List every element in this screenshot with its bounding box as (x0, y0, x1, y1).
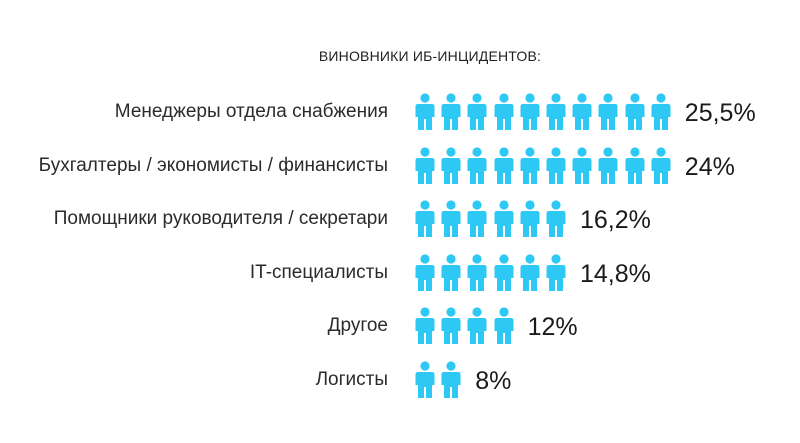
person-icon (546, 253, 566, 297)
person-icon (520, 93, 540, 136)
person-icon (572, 93, 592, 136)
person-icon (441, 307, 461, 350)
person-icon (546, 93, 566, 136)
person-icon (441, 360, 461, 404)
value-label: 24% (684, 152, 735, 181)
value-label: 12% (527, 313, 578, 341)
person-icon (467, 93, 487, 136)
person-icon (494, 253, 514, 297)
chart-row: Другое 12% (0, 307, 800, 351)
person-icon (415, 93, 435, 136)
person-icon (625, 146, 645, 190)
person-icon (494, 200, 514, 243)
person-icon (651, 93, 671, 136)
category-label: IT-специалисты (249, 261, 388, 283)
value-label: 8% (475, 366, 512, 395)
person-icon (415, 360, 435, 404)
person-icon (598, 146, 618, 190)
person-icon (441, 146, 461, 190)
person-icon (415, 146, 435, 190)
category-label: Логисты (315, 368, 388, 390)
person-icon (467, 146, 487, 190)
person-icon (494, 307, 514, 350)
chart-row: IT-специалисты 14,8% (0, 253, 800, 298)
person-icon (415, 307, 435, 350)
value-label: 14,8% (580, 259, 651, 288)
person-icon (415, 200, 435, 243)
person-icon (467, 307, 487, 350)
person-icon (625, 93, 645, 136)
person-icon (441, 253, 461, 297)
person-icon (520, 200, 540, 243)
value-label: 25,5% (684, 99, 756, 127)
person-icon (441, 93, 461, 136)
category-label: Бухгалтеры / экономисты / финансисты (38, 154, 388, 176)
person-icon (494, 146, 514, 190)
person-icon (598, 93, 618, 136)
category-label: Помощники руководителя / секретари (53, 208, 388, 229)
person-icon (520, 146, 540, 190)
person-icon (572, 146, 592, 190)
person-icon (494, 93, 514, 136)
person-icon (546, 200, 566, 243)
person-icon (546, 146, 566, 190)
category-label: Менеджеры отдела снабжения (114, 101, 388, 122)
chart-row: Бухгалтеры / экономисты / финансисты 24% (0, 146, 800, 191)
person-icon (441, 200, 461, 243)
person-icon (415, 253, 435, 297)
value-label: 16,2% (580, 206, 651, 234)
chart-row: Менеджеры отдела снабжения 25,5% (0, 93, 800, 137)
chart-row: Логисты 8% (0, 360, 800, 405)
person-icon (651, 146, 671, 190)
person-icon (520, 253, 540, 297)
person-icon (467, 200, 487, 243)
chart-title: ВИНОВНИКИ ИБ-ИНЦИДЕНТОВ: (318, 48, 542, 64)
category-label: Другое (327, 315, 388, 336)
person-icon (467, 253, 487, 297)
chart-row: Помощники руководителя / секретари 16,2% (0, 200, 800, 244)
